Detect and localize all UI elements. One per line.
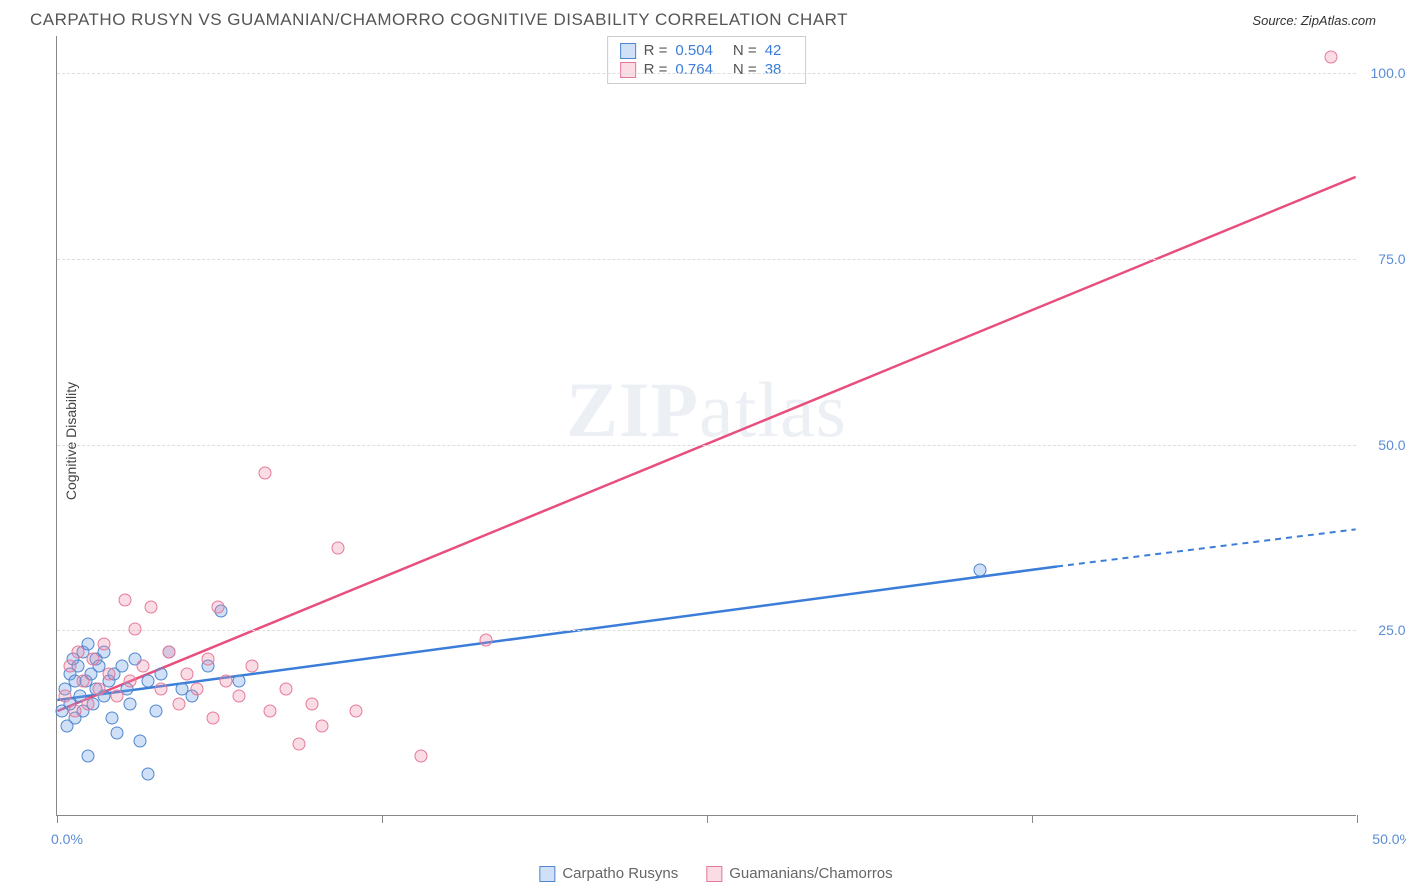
data-point	[87, 653, 100, 666]
x-tick	[382, 815, 383, 823]
n-label: N =	[733, 61, 757, 78]
data-point	[181, 667, 194, 680]
gridline	[57, 445, 1356, 446]
stats-row: R = 0.764 N = 38	[620, 60, 794, 79]
legend-label: Carpatho Rusyns	[562, 865, 678, 882]
y-tick-label: 100.0%	[1371, 65, 1406, 81]
trend-lines	[57, 36, 1356, 815]
data-point	[331, 541, 344, 554]
chart-container: Cognitive Disability ZIPatlas R =0.504N …	[56, 36, 1376, 846]
data-point	[292, 738, 305, 751]
data-point	[201, 653, 214, 666]
data-point	[212, 601, 225, 614]
data-point	[142, 768, 155, 781]
data-point	[155, 682, 168, 695]
legend-item: Carpatho Rusyns	[539, 865, 678, 882]
data-point	[142, 675, 155, 688]
data-point	[144, 601, 157, 614]
data-point	[246, 660, 259, 673]
y-tick-label: 50.0%	[1378, 437, 1406, 453]
data-point	[350, 705, 363, 718]
data-point	[233, 675, 246, 688]
x-tick-label: 0.0%	[51, 831, 83, 847]
data-point	[97, 638, 110, 651]
y-tick-label: 25.0%	[1378, 622, 1406, 638]
source-attribution: Source: ZipAtlas.com	[1252, 13, 1376, 28]
data-point	[136, 660, 149, 673]
stats-legend-box: R = 0.504 N = 42 R = 0.764 N = 38	[607, 36, 807, 84]
data-point	[259, 467, 272, 480]
data-point	[415, 749, 428, 762]
data-point	[191, 682, 204, 695]
data-point	[162, 645, 175, 658]
data-point	[129, 623, 142, 636]
series-legend: Carpatho Rusyns Guamanians/Chamorros	[539, 865, 892, 882]
data-point	[207, 712, 220, 725]
data-point	[118, 593, 131, 606]
watermark: ZIPatlas	[566, 365, 847, 455]
legend-swatch	[706, 866, 722, 882]
data-point	[279, 682, 292, 695]
gridline	[57, 73, 1356, 74]
x-tick-label: 50.0%	[1372, 831, 1406, 847]
data-point	[110, 727, 123, 740]
data-point	[58, 690, 71, 703]
data-point	[123, 675, 136, 688]
legend-swatch	[620, 62, 636, 78]
legend-swatch	[539, 866, 555, 882]
data-point	[77, 675, 90, 688]
gridline	[57, 259, 1356, 260]
data-point	[233, 690, 246, 703]
data-point	[316, 719, 329, 732]
x-tick	[1357, 815, 1358, 823]
data-point	[974, 563, 987, 576]
data-point	[1325, 51, 1338, 64]
x-tick	[707, 815, 708, 823]
data-point	[82, 749, 95, 762]
x-tick	[57, 815, 58, 823]
chart-title: CARPATHO RUSYN VS GUAMANIAN/CHAMORRO COG…	[30, 10, 848, 30]
plot-area: ZIPatlas R =0.504N =42R =0.764N =38 25.0…	[56, 36, 1356, 816]
data-point	[155, 667, 168, 680]
y-tick-label: 75.0%	[1378, 251, 1406, 267]
data-point	[82, 697, 95, 710]
data-point	[71, 645, 84, 658]
legend-swatch	[620, 43, 636, 59]
data-point	[305, 697, 318, 710]
n-value: 38	[765, 61, 782, 78]
n-value: 42	[765, 42, 782, 59]
n-label: N =	[733, 42, 757, 59]
data-point	[103, 667, 116, 680]
data-point	[123, 697, 136, 710]
data-point	[64, 660, 77, 673]
data-point	[69, 705, 82, 718]
data-point	[480, 634, 493, 647]
data-point	[220, 675, 233, 688]
data-point	[110, 690, 123, 703]
stats-row: R = 0.504 N = 42	[620, 41, 794, 60]
r-value: 0.504	[675, 42, 713, 59]
gridline	[57, 630, 1356, 631]
data-point	[134, 734, 147, 747]
legend-item: Guamanians/Chamorros	[706, 865, 892, 882]
data-point	[149, 705, 162, 718]
r-value: 0.764	[675, 61, 713, 78]
data-point	[116, 660, 129, 673]
legend-label: Guamanians/Chamorros	[729, 865, 892, 882]
data-point	[92, 682, 105, 695]
x-tick	[1032, 815, 1033, 823]
data-point	[173, 697, 186, 710]
data-point	[105, 712, 118, 725]
r-label: R =	[644, 42, 668, 59]
r-label: R =	[644, 61, 668, 78]
data-point	[264, 705, 277, 718]
